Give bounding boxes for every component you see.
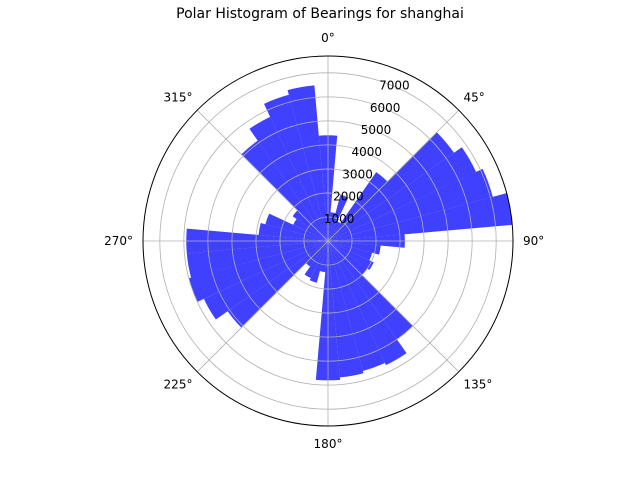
radial-tick-label: 4000 (352, 145, 383, 159)
radial-tick-label: 2000 (333, 190, 364, 204)
angle-tick-label: 225° (164, 378, 193, 392)
radial-tick-label: 1000 (324, 212, 355, 226)
angle-tick-label: 315° (164, 90, 193, 104)
histogram-bar (264, 94, 328, 241)
histogram-bar (328, 172, 388, 241)
angular-gridline (327, 240, 460, 373)
radial-tick-label: 6000 (370, 101, 401, 115)
histogram-bar (305, 241, 328, 267)
angular-gridline (196, 240, 329, 373)
histogram-bar (328, 241, 368, 275)
histogram-bar (328, 241, 385, 371)
grid-layer (142, 55, 514, 427)
chart-title: Polar Histogram of Bearings for shanghai (176, 6, 464, 22)
radial-tick-label: 3000 (342, 167, 373, 181)
angle-tick-label: 0° (321, 31, 335, 45)
histogram-bar (227, 241, 328, 328)
histogram-bar (328, 221, 341, 241)
histogram-bar (186, 241, 328, 278)
histogram-bar (328, 241, 364, 378)
bars-layer (186, 85, 513, 381)
polar-frame (142, 55, 514, 427)
histogram-bar (309, 241, 328, 283)
histogram-bar (292, 210, 328, 241)
radial-tick-label: 5000 (361, 123, 392, 137)
labels-layer: 0° 45° 90° 135° 180° 225° 270° 315° 1000 2000 3000… (104, 31, 544, 451)
histogram-bar (258, 222, 328, 241)
histogram-bar (328, 193, 513, 241)
angle-tick-label: 45° (464, 90, 485, 104)
histogram-bar (328, 168, 493, 241)
histogram-bar (265, 213, 328, 241)
histogram-bar (293, 218, 328, 241)
angle-tick-label: 180° (314, 437, 343, 451)
histogram-bar (328, 147, 477, 241)
histogram-bar (304, 241, 328, 279)
angle-tick-label: 135° (464, 378, 493, 392)
histogram-bar (328, 241, 381, 255)
angle-tick-label: 90° (523, 234, 544, 248)
histogram-bar (328, 194, 349, 241)
histogram-bar (328, 241, 407, 366)
angular-gridline (327, 109, 460, 242)
histogram-bar (249, 116, 328, 241)
histogram-bar (328, 212, 336, 241)
histogram-bar (203, 241, 328, 320)
histogram-bar (287, 85, 328, 242)
histogram-bar (188, 241, 328, 302)
angle-tick-label: 270° (104, 234, 133, 248)
histogram-bar (328, 241, 413, 340)
histogram-bar (328, 241, 374, 270)
histogram-bar (328, 132, 454, 241)
radial-tick-label: 7000 (379, 79, 410, 93)
histogram-bar (241, 140, 328, 241)
angular-gridline (196, 109, 329, 242)
